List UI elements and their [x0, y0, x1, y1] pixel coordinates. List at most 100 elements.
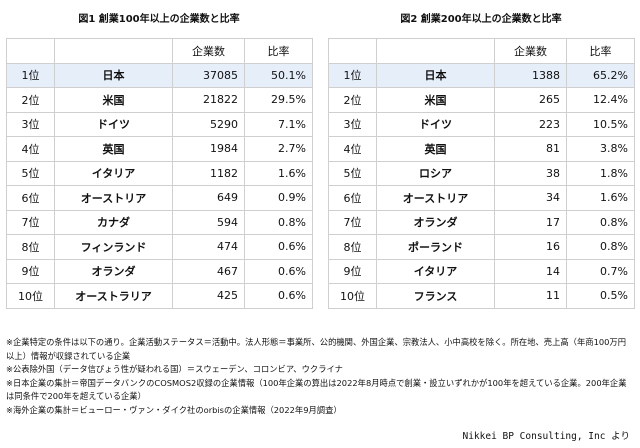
- ratio-cell: 65.2%: [566, 62, 635, 88]
- count-cell: 467: [172, 258, 245, 284]
- table-panel-100-years: 図1 創業100年以上の企業数と比率 企業数 比率 1位 日本 37085 50.1%…: [6, 12, 313, 309]
- table-row: 5位 ロシア 38 1.8%: [328, 160, 635, 186]
- table-header-row: 企業数 比率: [328, 38, 635, 64]
- rank-cell: 5位: [328, 160, 377, 186]
- country-cell: オーストラリア: [54, 283, 173, 309]
- country-cell: オランダ: [54, 258, 173, 284]
- table-caption: 図1 創業100年以上の企業数と比率: [78, 14, 240, 25]
- footnote: ※海外企業の集計＝ビューロー・ヴァン・ダイク社のorbisの企業情報（2022年…: [6, 404, 342, 415]
- rank-cell: 8位: [6, 234, 55, 260]
- count-cell: 1984: [172, 136, 245, 162]
- count-cell: 16: [494, 234, 567, 260]
- table-panel-200-years: 図2 創業200年以上の企業数と比率 企業数 比率 1位 日本 1388 65.2% 2…: [328, 12, 635, 309]
- table-row: 4位 英国 81 3.8%: [328, 136, 635, 162]
- count-cell: 425: [172, 283, 245, 309]
- ratio-cell: 1.6%: [244, 160, 313, 186]
- country-cell: ロシア: [376, 160, 495, 186]
- footnotes: ※企業特定の条件は以下の通り。企業活動ステータス＝活動中。法人形態＝事業所、公的…: [6, 336, 634, 417]
- rank-cell: 9位: [6, 258, 55, 284]
- table-row: 6位 オーストリア 649 0.9%: [6, 185, 313, 211]
- table-row: 1位 日本 37085 50.1%: [6, 62, 313, 88]
- count-cell: 1388: [494, 62, 567, 88]
- ratio-cell: 0.8%: [566, 209, 635, 235]
- header-count: 企業数: [494, 38, 567, 64]
- rank-cell: 4位: [328, 136, 377, 162]
- count-cell: 5290: [172, 111, 245, 137]
- table-row: 7位 オランダ 17 0.8%: [328, 209, 635, 235]
- count-cell: 594: [172, 209, 245, 235]
- ratio-cell: 0.8%: [566, 234, 635, 260]
- footnote: ※日本企業の集計＝帝国データバンクのCOSMOS2収録の企業情報（100年企業の…: [6, 377, 627, 402]
- table-row: 9位 オランダ 467 0.6%: [6, 258, 313, 284]
- count-cell: 223: [494, 111, 567, 137]
- rank-cell: 3位: [328, 111, 377, 137]
- count-cell: 649: [172, 185, 245, 211]
- rank-cell: 6位: [328, 185, 377, 211]
- table-row: 2位 米国 21822 29.5%: [6, 87, 313, 113]
- header-ratio: 比率: [566, 38, 635, 64]
- table-header-row: 企業数 比率: [6, 38, 313, 64]
- country-cell: ドイツ: [376, 111, 495, 137]
- table-row: 5位 イタリア 1182 1.6%: [6, 160, 313, 186]
- table-row: 8位 フィンランド 474 0.6%: [6, 234, 313, 260]
- table-row: 6位 オーストリア 34 1.6%: [328, 185, 635, 211]
- country-cell: フランス: [376, 283, 495, 309]
- ratio-cell: 0.6%: [244, 283, 313, 309]
- rank-cell: 3位: [6, 111, 55, 137]
- header-ratio: 比率: [244, 38, 313, 64]
- country-cell: フィンランド: [54, 234, 173, 260]
- ratio-cell: 0.6%: [244, 234, 313, 260]
- rank-cell: 8位: [328, 234, 377, 260]
- rank-cell: 2位: [328, 87, 377, 113]
- country-cell: オーストリア: [54, 185, 173, 211]
- header-country: [54, 38, 173, 64]
- table-row: 1位 日本 1388 65.2%: [328, 62, 635, 88]
- ratio-cell: 3.8%: [566, 136, 635, 162]
- ratio-cell: 7.1%: [244, 111, 313, 137]
- country-cell: 英国: [54, 136, 173, 162]
- rank-cell: 2位: [6, 87, 55, 113]
- count-cell: 17: [494, 209, 567, 235]
- country-cell: 英国: [376, 136, 495, 162]
- country-cell: カナダ: [54, 209, 173, 235]
- ratio-cell: 0.5%: [566, 283, 635, 309]
- count-cell: 265: [494, 87, 567, 113]
- ratio-cell: 1.8%: [566, 160, 635, 186]
- table-row: 9位 イタリア 14 0.7%: [328, 258, 635, 284]
- table-row: 2位 米国 265 12.4%: [328, 87, 635, 113]
- company-table-100-years: 企業数 比率 1位 日本 37085 50.1% 2位 米国 21822 29.5% 3位 ドイツ…: [6, 38, 313, 309]
- header-rank: [6, 38, 55, 64]
- country-cell: 日本: [54, 62, 173, 88]
- rank-cell: 4位: [6, 136, 55, 162]
- ratio-cell: 0.9%: [244, 185, 313, 211]
- count-cell: 34: [494, 185, 567, 211]
- rank-cell: 7位: [328, 209, 377, 235]
- table-row: 3位 ドイツ 223 10.5%: [328, 111, 635, 137]
- table-row: 10位 フランス 11 0.5%: [328, 283, 635, 309]
- country-cell: イタリア: [54, 160, 173, 186]
- rank-cell: 10位: [6, 283, 55, 309]
- ratio-cell: 1.6%: [566, 185, 635, 211]
- footnote: ※企業特定の条件は以下の通り。企業活動ステータス＝活動中。法人形態＝事業所、公的…: [6, 337, 627, 361]
- country-cell: オランダ: [376, 209, 495, 235]
- country-cell: 米国: [54, 87, 173, 113]
- country-cell: 米国: [376, 87, 495, 113]
- ratio-cell: 29.5%: [244, 87, 313, 113]
- header-rank: [328, 38, 377, 64]
- table-caption: 図2 創業200年以上の企業数と比率: [400, 14, 562, 25]
- table-row: 7位 カナダ 594 0.8%: [6, 209, 313, 235]
- count-cell: 1182: [172, 160, 245, 186]
- rank-cell: 10位: [328, 283, 377, 309]
- rank-cell: 6位: [6, 185, 55, 211]
- ratio-cell: 10.5%: [566, 111, 635, 137]
- ratio-cell: 0.7%: [566, 258, 635, 284]
- country-cell: イタリア: [376, 258, 495, 284]
- footnote: ※公表除外国（データ信ぴょう性が疑われる国）＝スウェーデン、コロンビア、ウクライ…: [6, 364, 343, 374]
- country-cell: オーストリア: [376, 185, 495, 211]
- rank-cell: 5位: [6, 160, 55, 186]
- count-cell: 14: [494, 258, 567, 284]
- country-cell: ポーランド: [376, 234, 495, 260]
- source-credit: Nikkei BP Consulting, Inc より: [462, 431, 630, 442]
- rank-cell: 7位: [6, 209, 55, 235]
- count-cell: 11: [494, 283, 567, 309]
